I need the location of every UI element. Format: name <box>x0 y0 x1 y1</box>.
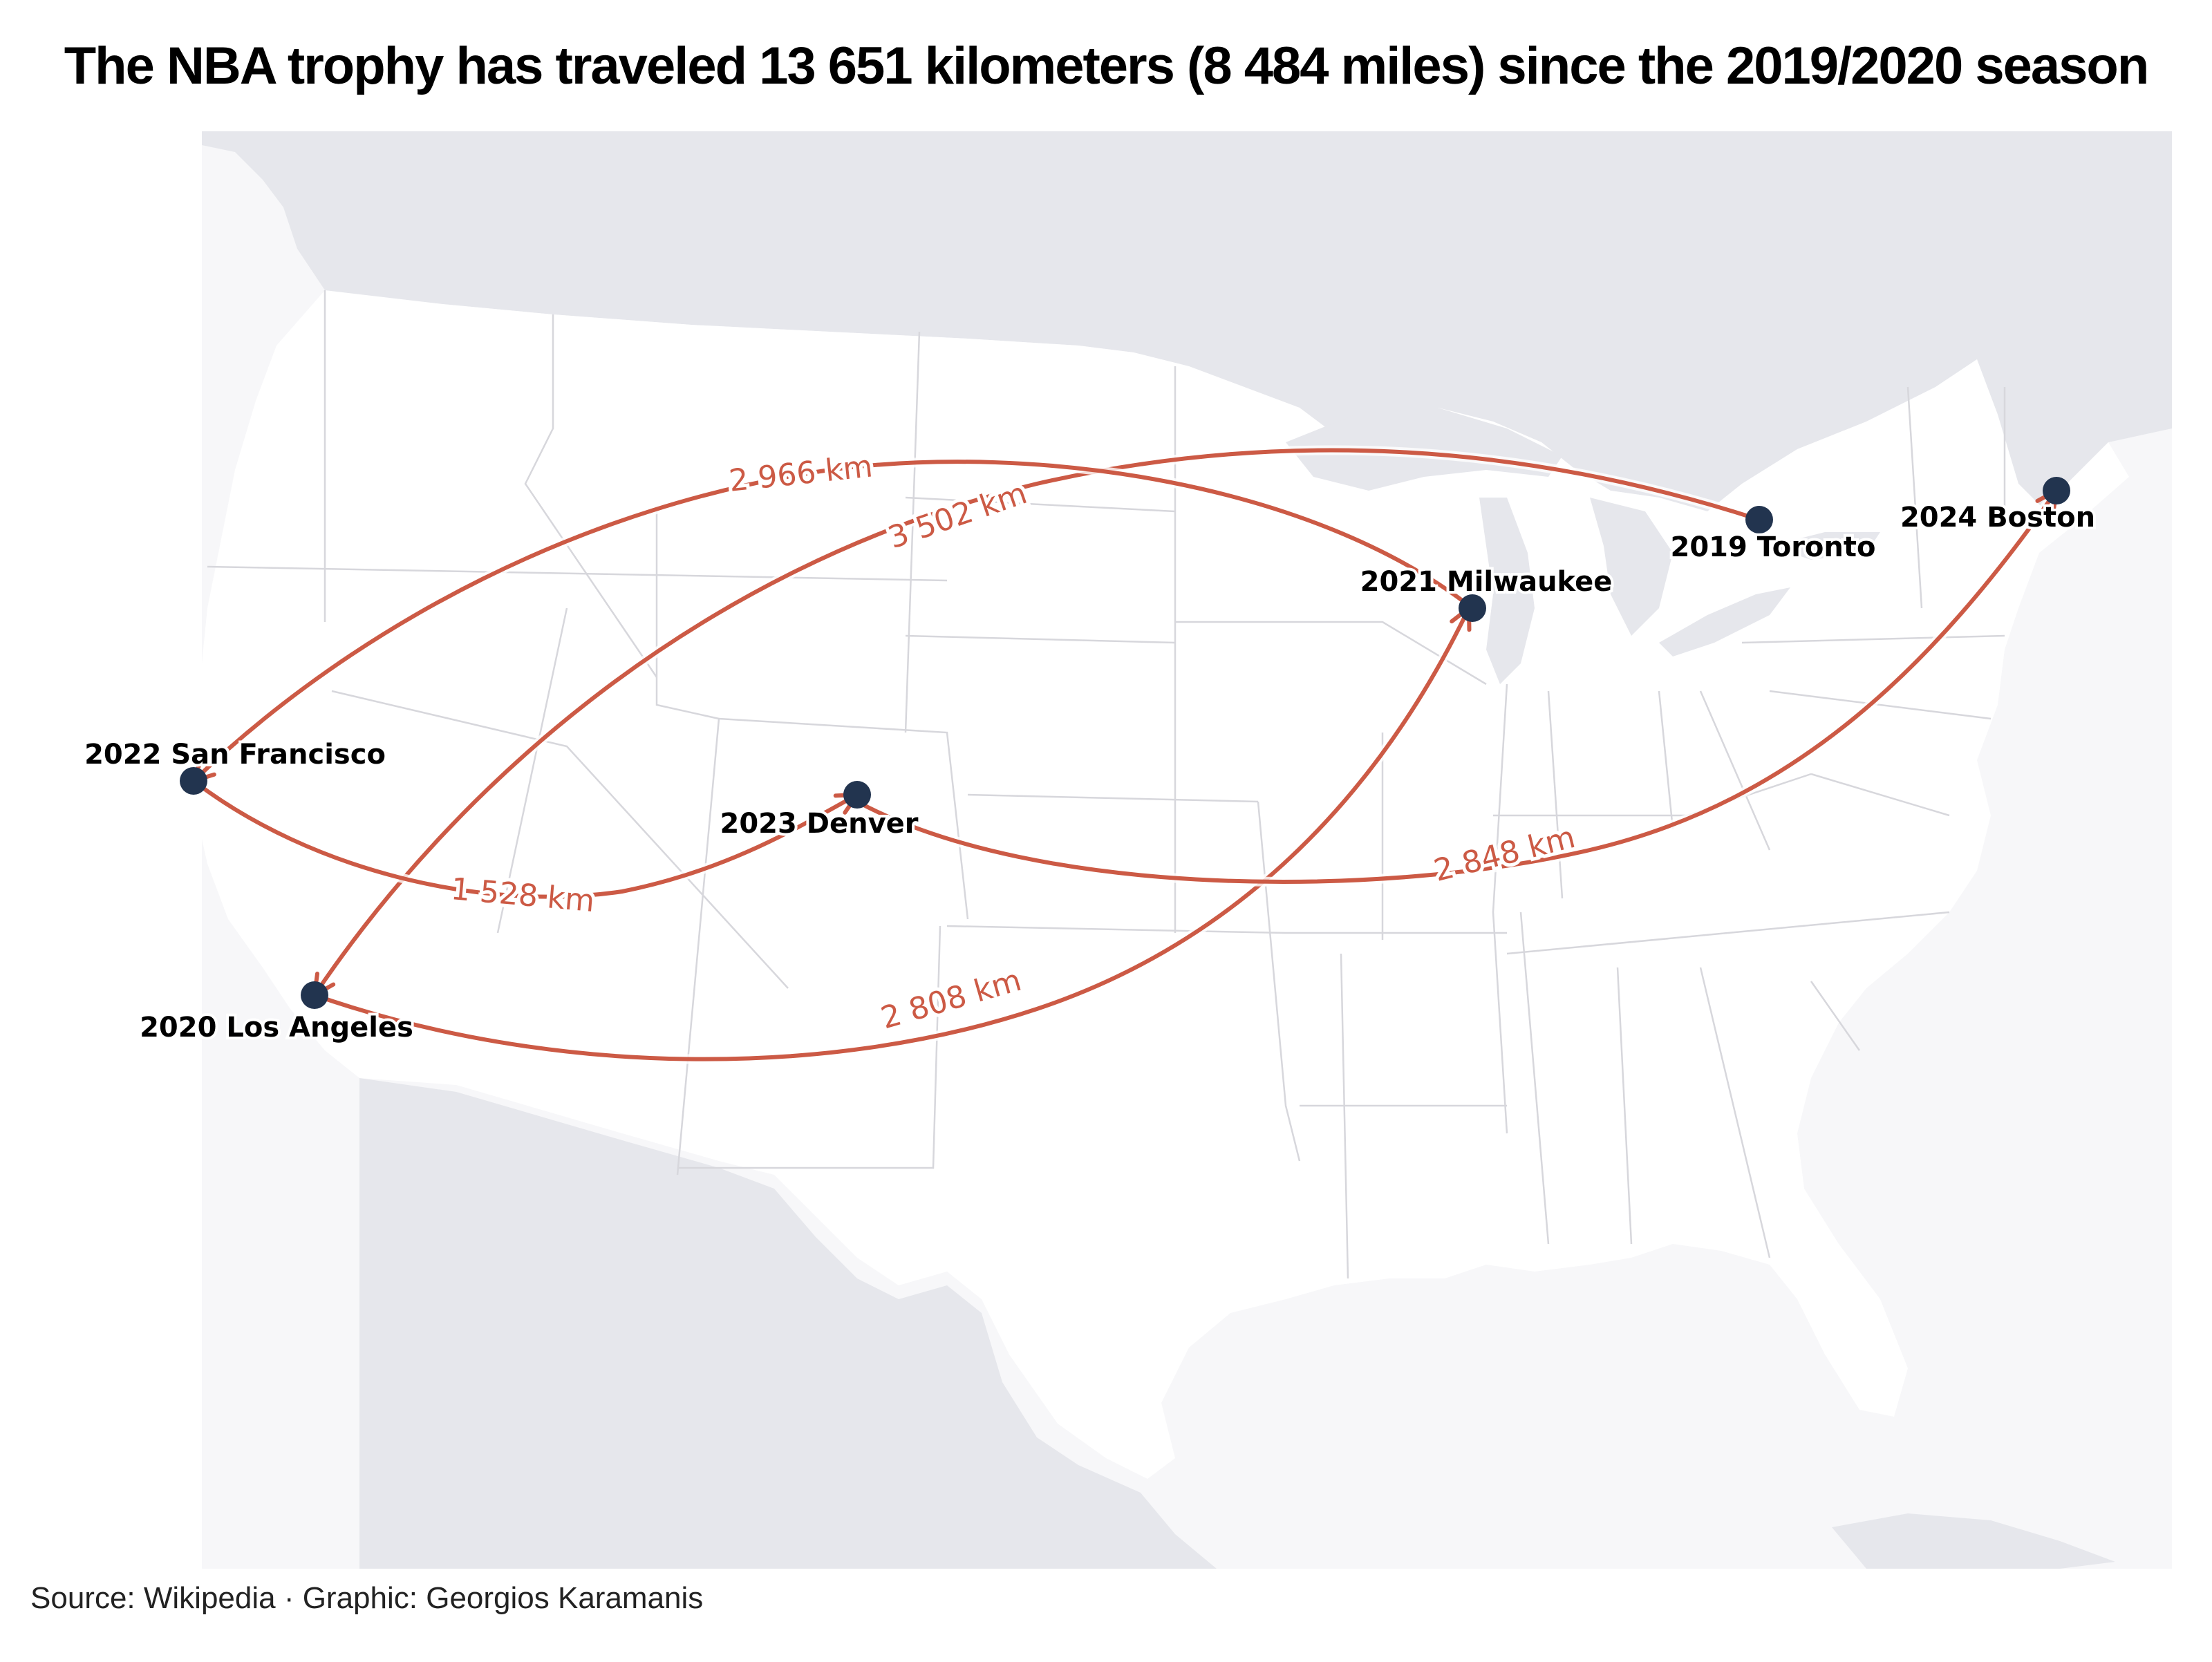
page-title: The NBA trophy has traveled 13 651 kilom… <box>64 37 2150 95</box>
city-dots <box>180 477 2070 1009</box>
lake-huron <box>1590 498 1673 636</box>
source-caption: Source: Wikipedia · Graphic: Georgios Ka… <box>30 1581 704 1615</box>
route-denver-boston-line <box>855 489 2059 884</box>
lake-ontario <box>1770 532 1880 560</box>
route-toronto-los-angeles-line <box>312 448 1761 997</box>
route-milwaukee-san-francisco-line <box>191 460 1474 783</box>
city-dot-toronto <box>1745 506 1773 533</box>
route-san-francisco-denver-line <box>191 779 859 899</box>
state-borders <box>207 290 2006 1279</box>
city-dot-boston <box>2043 477 2070 504</box>
routes <box>189 445 2061 1064</box>
baja-peninsula <box>359 1078 498 1396</box>
city-dot-denver <box>843 781 871 809</box>
city-label-san-francisco: 2022 San Francisco <box>84 739 386 771</box>
city-label-milwaukee: 2021 Milwaukee <box>1360 566 1613 598</box>
mexico-land <box>359 1078 1217 1569</box>
city-labels: 2019 Toronto 2020 Los Angeles 2021 Milwa… <box>82 499 2098 1046</box>
city-label-los-angeles: 2020 Los Angeles <box>140 1012 413 1044</box>
city-dot-san-francisco <box>180 767 207 795</box>
canada-land <box>202 131 2172 511</box>
route-los-angeles-milwaukee-line <box>312 606 1472 1061</box>
cuba-land <box>1832 1513 2115 1569</box>
lake-erie <box>1659 587 1790 657</box>
city-dot-milwaukee <box>1459 594 1486 622</box>
city-dot-los-angeles <box>301 981 328 1009</box>
lake-michigan <box>1479 498 1535 684</box>
city-label-denver: 2023 Denver <box>720 808 919 840</box>
city-label-toronto: 2019 Toronto <box>1671 531 1876 563</box>
city-label-boston: 2024 Boston <box>1900 502 2095 533</box>
